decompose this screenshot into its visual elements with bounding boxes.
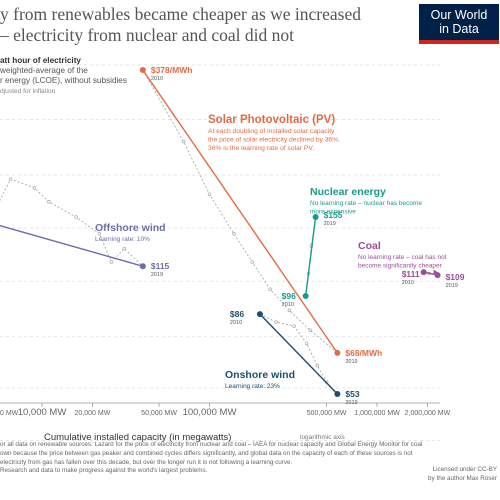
onshore-wind-start-value: $86 bbox=[230, 309, 244, 319]
onshore-wind-point-4 bbox=[315, 363, 320, 368]
nuclear-energy-note-line-2: more expensive bbox=[310, 209, 356, 216]
footer-line-4: Research and data to make progress again… bbox=[0, 467, 208, 475]
solar-photovoltaic-pv-point-5 bbox=[268, 287, 272, 292]
x-tick-label-3: 50,000 MW bbox=[141, 410, 177, 417]
offshore-wind-end-value: $115 bbox=[151, 261, 170, 271]
offshore-wind-point-4 bbox=[74, 215, 78, 219]
solar-photovoltaic-pv-point-1 bbox=[181, 139, 186, 144]
onshore-wind-note-line-1: Learning rate: 23% bbox=[225, 383, 280, 390]
nuclear-energy-start-year: 2010 bbox=[282, 302, 294, 308]
x-tick-label-5: 500,000 MW bbox=[307, 410, 347, 417]
x-tick-label-1: 10,000 MW bbox=[18, 407, 67, 418]
logo-line-1: Our World bbox=[430, 8, 488, 22]
solar-photovoltaic-pv-note-line-3: 36% is the learning rate of solar PV. bbox=[208, 145, 314, 152]
solar-photovoltaic-pv-point-3 bbox=[232, 232, 236, 236]
nuclear-energy-note-line-1: No learning rate – nuclear has become bbox=[310, 200, 422, 207]
solar-photovoltaic-pv-point-7 bbox=[308, 328, 313, 333]
solar-photovoltaic-pv-start-marker bbox=[139, 67, 146, 73]
offshore-wind-end-year: 2019 bbox=[151, 272, 163, 278]
offshore-wind-note-line-1: Learning rate: 10% bbox=[95, 236, 150, 243]
y-axis-label: att hour of electricity weighted-average… bbox=[0, 56, 160, 97]
logo-line-2: in Data bbox=[439, 22, 479, 36]
x-tick-label-7: 2,000,000 MW bbox=[405, 410, 451, 417]
x-tick-label-4: 100,000 MW bbox=[183, 407, 237, 418]
offshore-wind-point-6 bbox=[109, 260, 114, 264]
chart-footer: or all data on renewable sources: Lazard… bbox=[0, 441, 423, 476]
x-tick-label-2: 20,000 MW bbox=[75, 410, 111, 417]
solar-photovoltaic-pv-end-marker bbox=[334, 349, 341, 356]
nuclear-energy-end-value: $155 bbox=[324, 210, 343, 220]
y-axis-label-line-3: r energy (LCOE), without subsidies bbox=[0, 76, 127, 85]
solar-photovoltaic-pv-note-line-1: At each doubling of installed solar capa… bbox=[208, 128, 335, 135]
coal-series-name: Coal bbox=[358, 240, 381, 252]
solar-photovoltaic-pv-point-6 bbox=[287, 308, 292, 313]
onshore-wind-start-marker bbox=[256, 311, 263, 318]
coal-note-line-1: No learning rate – coal has not bbox=[358, 254, 447, 261]
offshore-wind-point-5 bbox=[97, 232, 102, 236]
nuclear-energy-start-marker bbox=[302, 293, 309, 300]
solar-photovoltaic-pv-start-year: 2010 bbox=[151, 76, 163, 82]
x-tick-label-0: 0 MW bbox=[0, 410, 19, 417]
license-line-2: by the author Max Roser bbox=[428, 474, 497, 482]
offshore-wind-series-name: Offshore wind bbox=[95, 222, 166, 234]
nuclear-energy-start-value: $96 bbox=[282, 291, 296, 301]
chart-title-line-1: y from renewables became cheaper as we i… bbox=[0, 4, 361, 24]
our-world-in-data-logo[interactable]: Our World in Data bbox=[419, 4, 499, 44]
license-note: Licensed under CC-BY by the author Max R… bbox=[387, 466, 497, 484]
offshore-wind-point-1 bbox=[8, 177, 13, 181]
y-axis-label-line-2: weighted-average of the bbox=[0, 66, 88, 75]
coal-end-marker bbox=[434, 272, 441, 279]
chart-title-line-2: – electricity from nuclear and coal did … bbox=[0, 25, 294, 45]
footer-line-2: own because the price between gas peaker… bbox=[0, 449, 413, 457]
onshore-wind-point-1 bbox=[274, 320, 278, 324]
offshore-wind-trend-line bbox=[0, 224, 144, 267]
onshore-wind-point-3 bbox=[304, 341, 309, 346]
footer-line-1: or all data on renewable sources: Lazard… bbox=[0, 441, 423, 448]
solar-photovoltaic-pv-end-year: 2019 bbox=[345, 359, 357, 365]
solar-photovoltaic-pv-point-4 bbox=[250, 260, 255, 264]
solar-photovoltaic-pv-start-value: $378/MWh bbox=[151, 65, 193, 75]
license-line-1: Licensed under CC-BY bbox=[432, 466, 497, 473]
footer-line-3: electricity from gas has fallen over thi… bbox=[0, 458, 293, 466]
coal-start-year: 2010 bbox=[402, 280, 414, 286]
solar-photovoltaic-pv-series-name: Solar Photovoltaic (PV) bbox=[208, 114, 335, 126]
coal-start-marker bbox=[420, 269, 427, 276]
nuclear-energy-trend-line bbox=[304, 216, 317, 297]
x-axis-scale-note: logarithmic axis bbox=[300, 434, 346, 441]
coal-arrowhead bbox=[433, 269, 438, 275]
nuclear-energy-series-name: Nuclear energy bbox=[310, 186, 386, 198]
coal-end-year: 2019 bbox=[446, 283, 458, 289]
solar-photovoltaic-pv-trend-line bbox=[142, 69, 338, 354]
onshore-wind-end-marker bbox=[334, 391, 341, 397]
onshore-wind-series-name: Onshore wind bbox=[225, 369, 295, 381]
coal-end-value: $109 bbox=[446, 272, 465, 282]
y-axis-label-line-4: djusted for inflation bbox=[0, 88, 56, 95]
onshore-wind-end-year: 2019 bbox=[345, 400, 357, 406]
offshore-wind-point-3 bbox=[47, 200, 51, 204]
nuclear-energy-end-marker bbox=[312, 214, 319, 221]
offshore-wind-end-marker bbox=[139, 263, 146, 270]
x-tick-label-6: 1,000,000 MW bbox=[354, 410, 400, 417]
x-axis-title: Cumulative installed capacity (in megawa… bbox=[44, 432, 231, 443]
offshore-wind-point-2 bbox=[32, 186, 37, 190]
onshore-wind-start-year: 2010 bbox=[230, 320, 242, 326]
y-axis-label-line-1: att hour of electricity bbox=[0, 56, 81, 65]
nuclear-energy-end-year: 2019 bbox=[324, 221, 336, 227]
onshore-wind-end-value: $53 bbox=[345, 389, 359, 399]
chart-title: y from renewables became cheaper as we i… bbox=[0, 4, 410, 46]
coal-note-line-2: become significantly cheaper bbox=[358, 263, 443, 270]
coal-start-value: $111 bbox=[402, 269, 420, 279]
solar-photovoltaic-pv-note-line-2: the price of solar electricity declined … bbox=[208, 137, 340, 144]
offshore-wind-point-7 bbox=[122, 246, 127, 251]
solar-photovoltaic-pv-end-value: $68/MWh bbox=[345, 348, 382, 358]
onshore-wind-point-2 bbox=[292, 324, 296, 328]
solar-photovoltaic-pv-point-2 bbox=[207, 192, 212, 196]
onshore-wind-trend-line bbox=[259, 313, 338, 395]
